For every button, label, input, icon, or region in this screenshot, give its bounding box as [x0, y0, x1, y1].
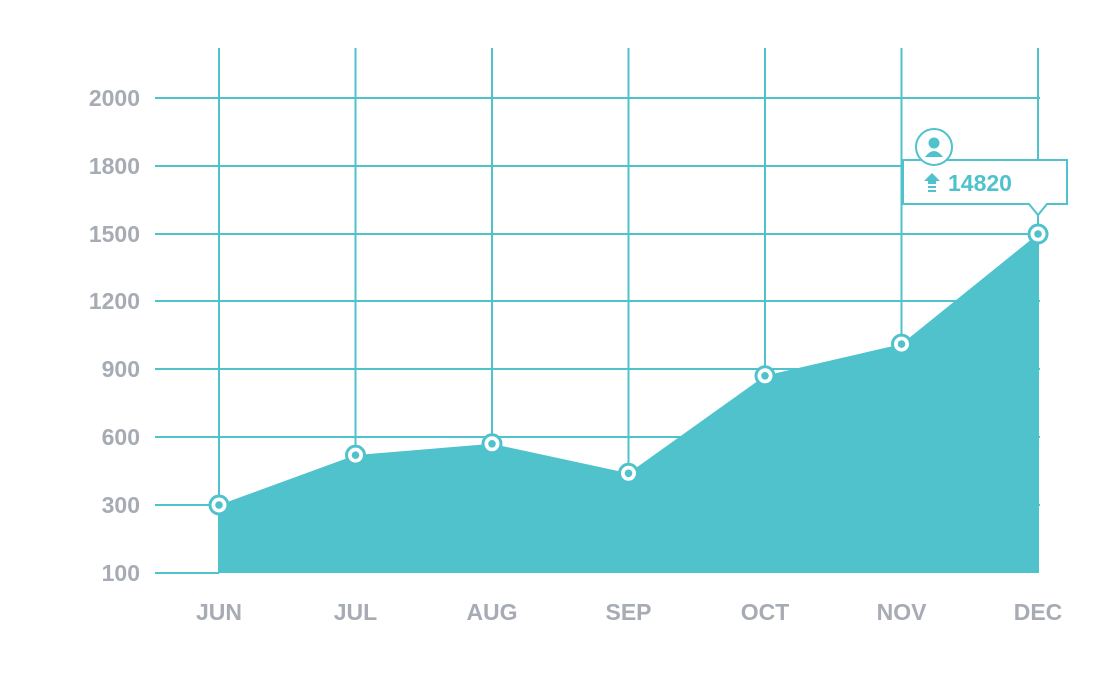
data-point [1027, 223, 1049, 245]
x-tick-label: SEP [605, 599, 651, 625]
y-tick-label: 1800 [89, 153, 140, 179]
x-axis-tick-labels: JUN JUL AUG SEP OCT NOV DEC [196, 599, 1062, 625]
arrow-up-icon [924, 173, 940, 192]
x-tick-label: NOV [877, 599, 928, 625]
callout-box [902, 159, 1068, 217]
data-point [208, 494, 230, 516]
user-icon [925, 137, 943, 157]
value-callout: 14820 [902, 128, 1068, 217]
x-tick-label: DEC [1014, 599, 1063, 625]
y-tick-label: 1500 [89, 221, 140, 247]
data-point [345, 444, 366, 466]
data-point [891, 333, 912, 355]
y-tick-label: 900 [102, 356, 140, 382]
callout-value: 14820 [948, 170, 1012, 196]
x-tick-label: AUG [466, 599, 517, 625]
area-fill [219, 234, 1038, 573]
data-point [754, 365, 776, 387]
y-axis-tick-labels: 100 300 600 900 1200 1500 1800 2000 [89, 85, 140, 586]
x-tick-label: OCT [741, 599, 790, 625]
data-point [618, 462, 639, 484]
y-tick-label: 300 [102, 492, 140, 518]
data-point-markers [208, 223, 1049, 516]
y-tick-label: 100 [102, 560, 140, 586]
x-tick-label: JUN [196, 599, 242, 625]
data-point [481, 433, 503, 455]
y-tick-label: 600 [102, 424, 140, 450]
horizontal-gridlines [155, 97, 1040, 574]
y-tick-label: 2000 [89, 85, 140, 111]
y-tick-label: 1200 [89, 288, 140, 314]
x-tick-label: JUL [334, 599, 377, 625]
